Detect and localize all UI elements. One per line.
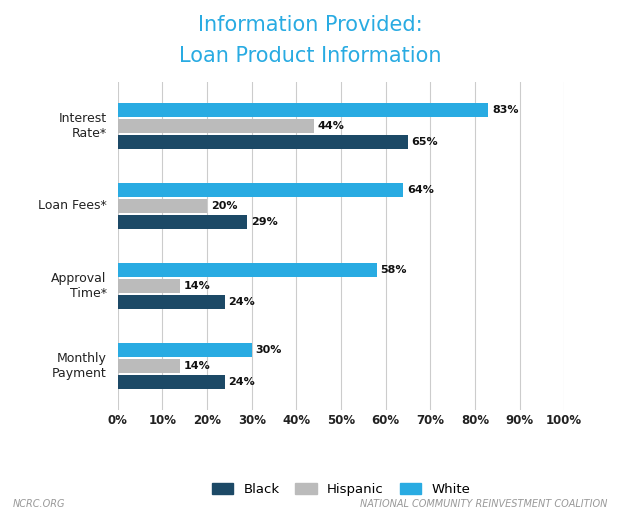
Legend: Black, Hispanic, White: Black, Hispanic, White (206, 477, 476, 501)
Bar (118, 183, 404, 197)
Text: 24%: 24% (229, 297, 255, 307)
Bar (118, 295, 225, 309)
Text: 14%: 14% (184, 281, 211, 291)
Bar (118, 199, 207, 213)
Text: 29%: 29% (251, 217, 278, 227)
Text: 83%: 83% (492, 105, 518, 115)
Text: 20%: 20% (211, 201, 237, 211)
Text: 44%: 44% (318, 121, 345, 131)
Bar (118, 375, 225, 389)
Text: NATIONAL COMMUNITY REINVESTMENT COALITION: NATIONAL COMMUNITY REINVESTMENT COALITIO… (360, 499, 608, 509)
Text: Information Provided:: Information Provided: (198, 15, 422, 35)
Bar (118, 119, 314, 133)
Text: 58%: 58% (380, 265, 407, 275)
Bar (118, 263, 377, 277)
Bar (118, 215, 247, 229)
Text: Loan Product Information: Loan Product Information (179, 46, 441, 66)
Text: 30%: 30% (255, 345, 281, 355)
Text: 14%: 14% (184, 360, 211, 371)
Bar (118, 103, 489, 117)
Bar (118, 358, 180, 373)
Text: 65%: 65% (412, 137, 438, 147)
Text: 64%: 64% (407, 185, 434, 195)
Bar (118, 279, 180, 293)
Bar (118, 343, 252, 357)
Text: 24%: 24% (229, 377, 255, 387)
Text: NCRC.ORG: NCRC.ORG (12, 499, 65, 509)
Bar (118, 135, 408, 149)
